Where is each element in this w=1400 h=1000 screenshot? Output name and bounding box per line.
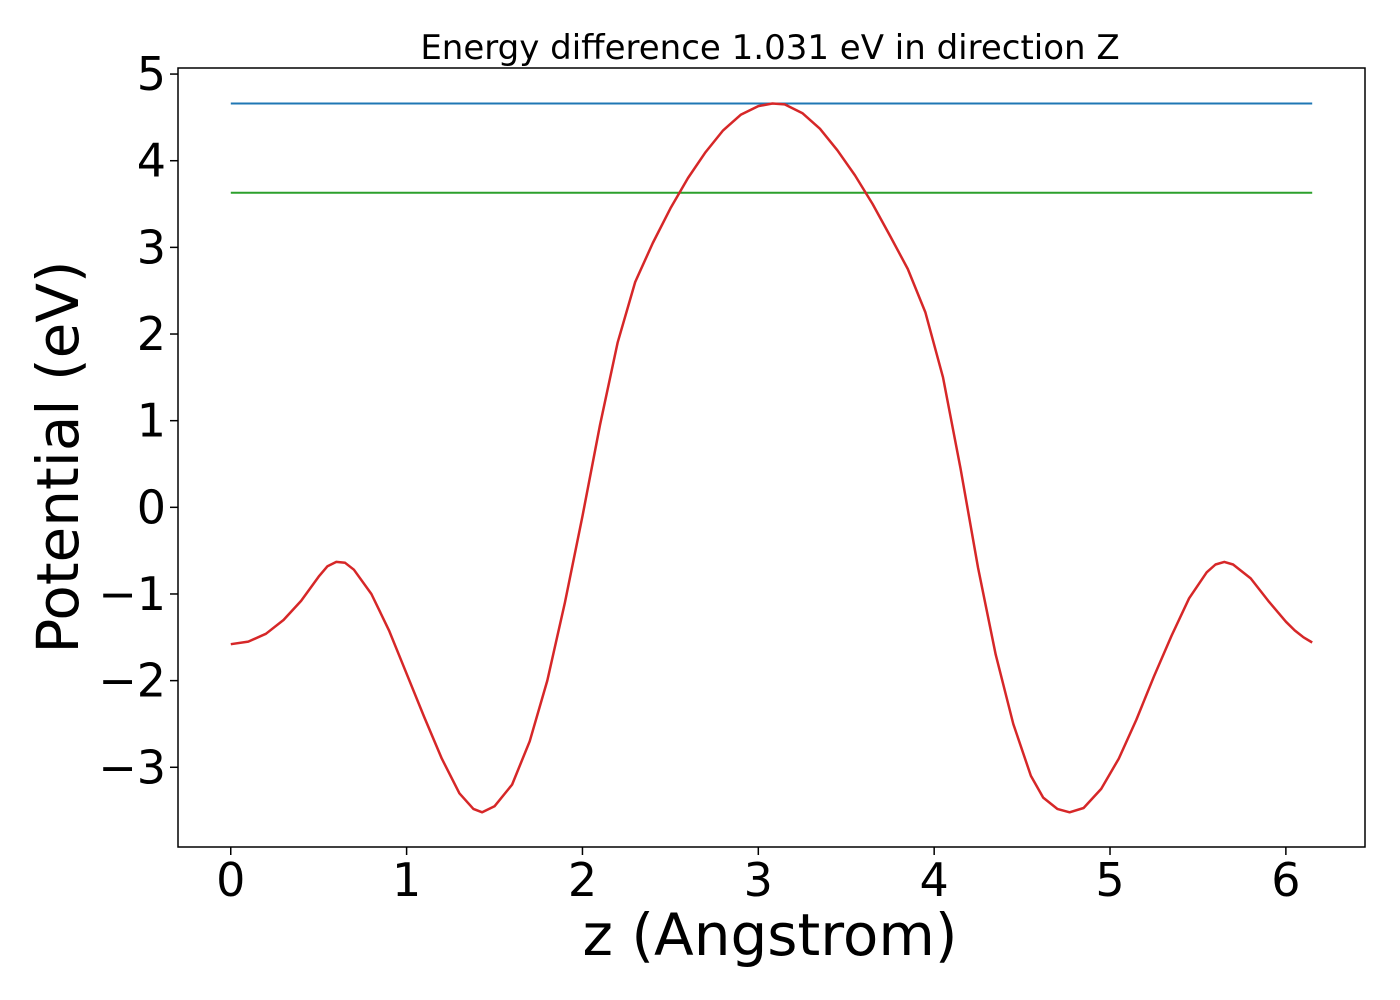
y-tick-label: 2 (137, 307, 166, 361)
x-tick-label: 5 (1095, 853, 1124, 907)
series-layer (230, 102, 1313, 814)
x-tick-label: 3 (744, 853, 773, 907)
y-tick-label: −1 (98, 567, 166, 621)
y-axis-label: Potential (eV) (24, 260, 92, 653)
x-tick-label: 4 (920, 853, 949, 907)
x-tick-label: 1 (392, 853, 421, 907)
y-tick-label: −3 (98, 740, 166, 794)
x-axis-label: z (Angstrom) (583, 901, 958, 969)
potential-line (230, 102, 1313, 814)
y-tick-label: 5 (137, 47, 166, 101)
x-tick-label: 0 (216, 853, 245, 907)
x-axis-ticks: 0 1 2 3 4 5 6 (216, 847, 1301, 907)
y-axis-ticks: −3 −2 −1 0 1 2 3 4 5 (98, 47, 178, 794)
y-tick-label: 0 (137, 480, 166, 534)
chart-title: Energy difference 1.031 eV in direction … (420, 28, 1119, 68)
plot-area-frame (177, 67, 1366, 848)
y-tick-label: −2 (98, 654, 166, 708)
y-tick-label: 1 (137, 394, 166, 448)
y-tick-label: 4 (137, 134, 166, 188)
y-tick-label: 3 (137, 220, 166, 274)
x-tick-label: 2 (568, 853, 597, 907)
x-tick-label: 6 (1271, 853, 1300, 907)
